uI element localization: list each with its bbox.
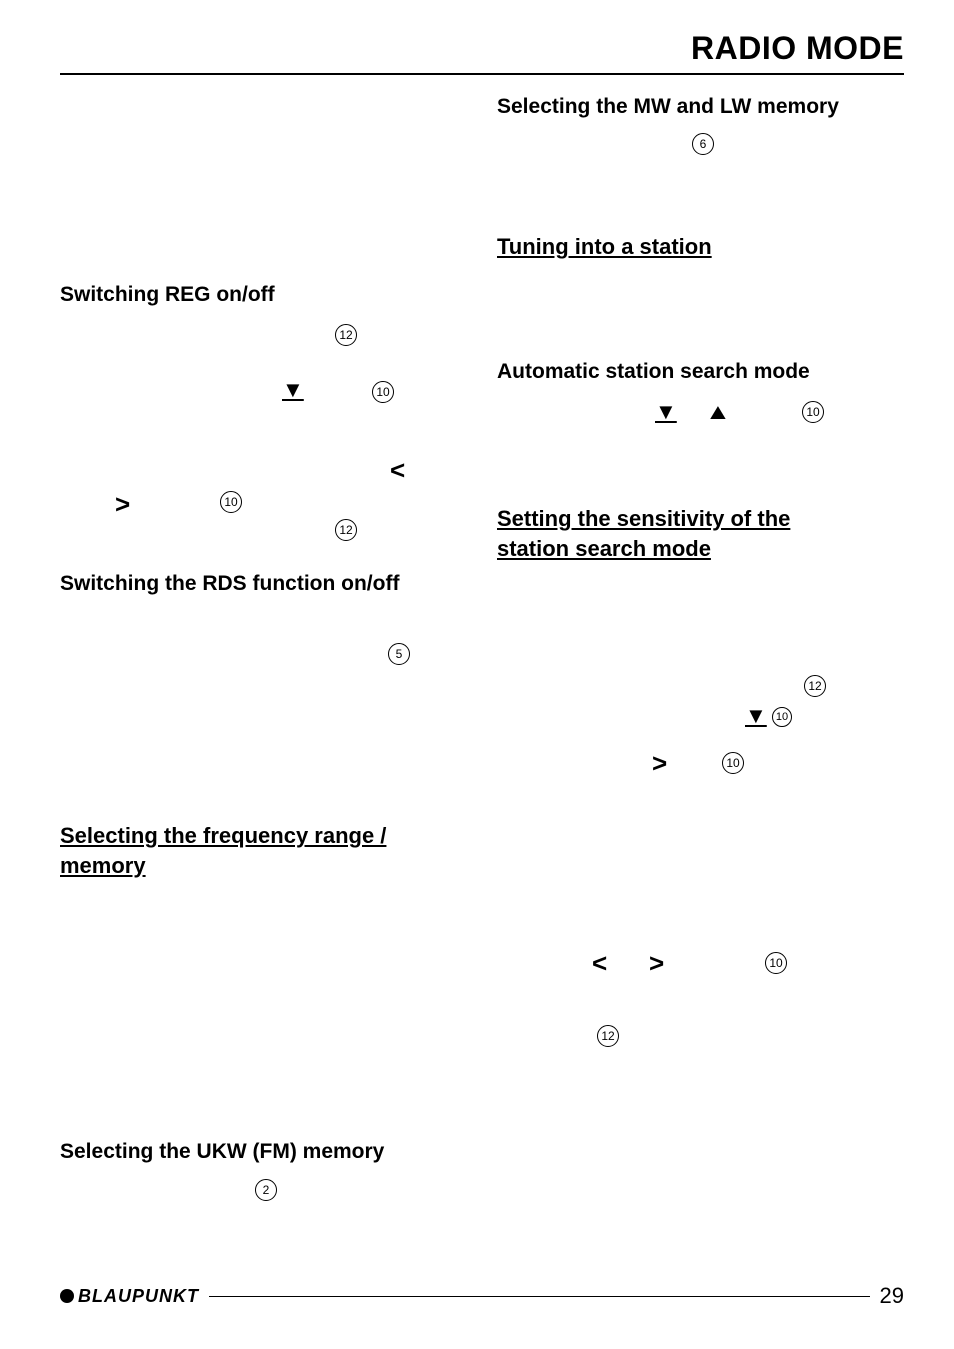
brand-text: BLAUPUNKT (78, 1286, 199, 1307)
page-number: 29 (880, 1283, 904, 1309)
brand-dot-icon (60, 1289, 74, 1303)
spacer (60, 95, 467, 265)
sens-heading: Setting the sensitivity of the station s… (497, 504, 904, 563)
page-header: RADIO MODE (60, 30, 904, 75)
sens-heading-line1: Setting the sensitivity of the (497, 506, 790, 531)
arrow-up-icon: ▲ (705, 401, 731, 423)
circled-ref-10: 10 (765, 952, 787, 974)
arrow-down-icon: ▼ (282, 379, 304, 401)
right-column: Selecting the MW and LW memory 6 Tuning … (497, 95, 904, 1216)
mw-heading: Selecting the MW and LW memory (497, 95, 904, 119)
reg-block-1: 12 (60, 319, 467, 379)
circled-ref-12: 12 (597, 1025, 619, 1047)
spacer (497, 456, 904, 486)
arrow-left-icon: < (390, 457, 405, 483)
circled-ref-12: 12 (335, 519, 357, 541)
reg-block-3: < > 10 (60, 429, 467, 509)
spacer (497, 191, 904, 216)
tuning-heading: Tuning into a station (497, 234, 904, 260)
content-columns: Switching REG on/off 12 ▼ 10 < > 10 12 S… (60, 95, 904, 1216)
sens-block-4: 12 (497, 1000, 904, 1060)
circled-ref-5: 5 (388, 643, 410, 665)
circled-ref-6: 6 (692, 133, 714, 155)
freq-heading: Selecting the frequency range / memory (60, 821, 467, 880)
arrow-left-icon: < (592, 950, 607, 976)
arrow-right-icon: > (649, 950, 664, 976)
circled-ref-10: 10 (772, 707, 792, 727)
spacer (60, 688, 467, 803)
ukw-block: 2 (60, 1176, 467, 1216)
auto-heading: Automatic station search mode (497, 360, 904, 384)
sens-block-3: < > 10 (497, 800, 904, 1000)
brand-logo: BLAUPUNKT (60, 1286, 199, 1307)
footer-rule (209, 1296, 870, 1297)
arrow-right-icon: > (652, 750, 667, 776)
circled-ref-10: 10 (802, 401, 824, 423)
spacer (60, 892, 467, 1122)
left-column: Switching REG on/off 12 ▼ 10 < > 10 12 S… (60, 95, 467, 1216)
sens-block-1: 12 ▼ 10 (497, 575, 904, 730)
reg-block-4: 12 (60, 509, 467, 554)
auto-block: ▼ ▲ 10 (497, 396, 904, 456)
sens-heading-line2: station search mode (497, 536, 711, 561)
ukw-heading: Selecting the UKW (FM) memory (60, 1140, 467, 1164)
reg-block-2: ▼ 10 (60, 379, 467, 429)
reg-heading: Switching REG on/off (60, 283, 467, 307)
rds-block: 5 (60, 608, 467, 688)
rds-heading: Switching the RDS function on/off (60, 572, 467, 596)
sens-block-2: > 10 (497, 730, 904, 800)
circled-ref-10: 10 (722, 752, 744, 774)
circled-ref-12: 12 (335, 324, 357, 346)
arrow-down-icon: ▼ (655, 401, 677, 423)
spacer (497, 272, 904, 342)
circled-ref-10: 10 (372, 381, 394, 403)
page-footer: BLAUPUNKT 29 (60, 1283, 904, 1309)
arrow-down-icon: ▼ (745, 705, 767, 727)
mw-block: 6 (497, 131, 904, 191)
circled-ref-2: 2 (255, 1179, 277, 1201)
circled-ref-12: 12 (804, 675, 826, 697)
